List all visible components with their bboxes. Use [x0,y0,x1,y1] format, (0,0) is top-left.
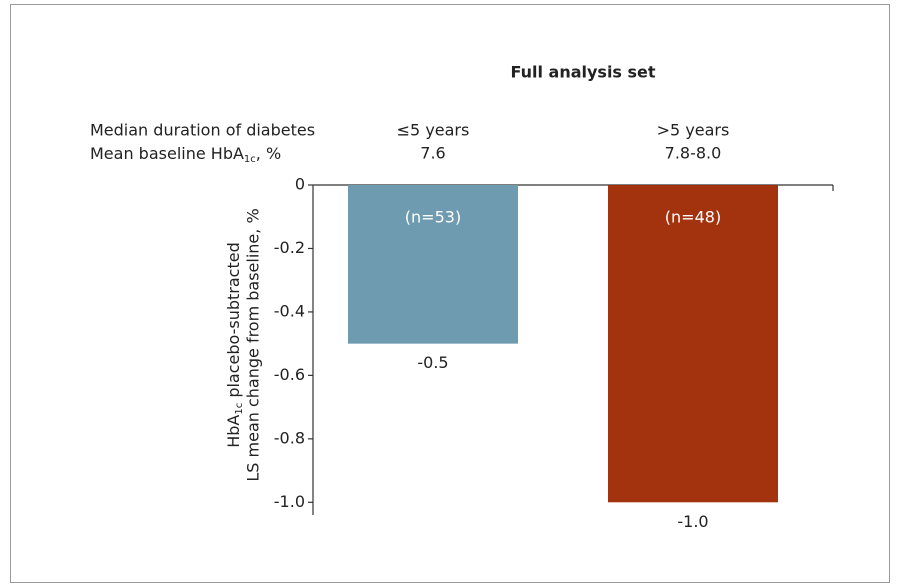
y-tick-label: -0.2 [274,238,305,257]
value-label: -0.5 [417,353,448,372]
y-axis-title: HbA1c placebo-subtracted LS mean change … [224,208,263,481]
y-tick-label: 0 [295,175,305,194]
row-label-part: Mean baseline HbA [90,144,244,163]
y-label-line: HbA1c placebo-subtracted [224,242,246,448]
baseline-value: 7.6 [420,144,445,163]
y-label-part: HbA [224,415,243,448]
y-tick-label: -0.8 [274,428,305,447]
y-tick-label: -1.0 [274,492,305,511]
bar [348,185,518,344]
n-label: (n=48) [665,208,721,227]
category-label: ≤5 years [397,121,470,140]
y-label-part: placebo-subtracted [224,242,243,403]
baseline-value: 7.8-8.0 [665,144,722,163]
bar [608,185,778,503]
y-label-line: LS mean change from baseline, % [244,208,263,481]
y-label-sub: 1c [234,403,245,415]
row-label: Mean baseline HbA1c, % [90,144,281,166]
row-label-sub: 1c [244,154,256,165]
row-label: Median duration of diabetes [90,121,315,140]
y-tick-label: -0.4 [274,301,305,320]
n-label: (n=53) [405,208,461,227]
category-label: >5 years [657,121,730,140]
frame [10,4,890,583]
row-label-part: , % [256,144,281,163]
value-label: -1.0 [677,512,708,531]
chart-title: Full analysis set [510,63,655,82]
y-tick-label: -0.6 [274,365,305,384]
